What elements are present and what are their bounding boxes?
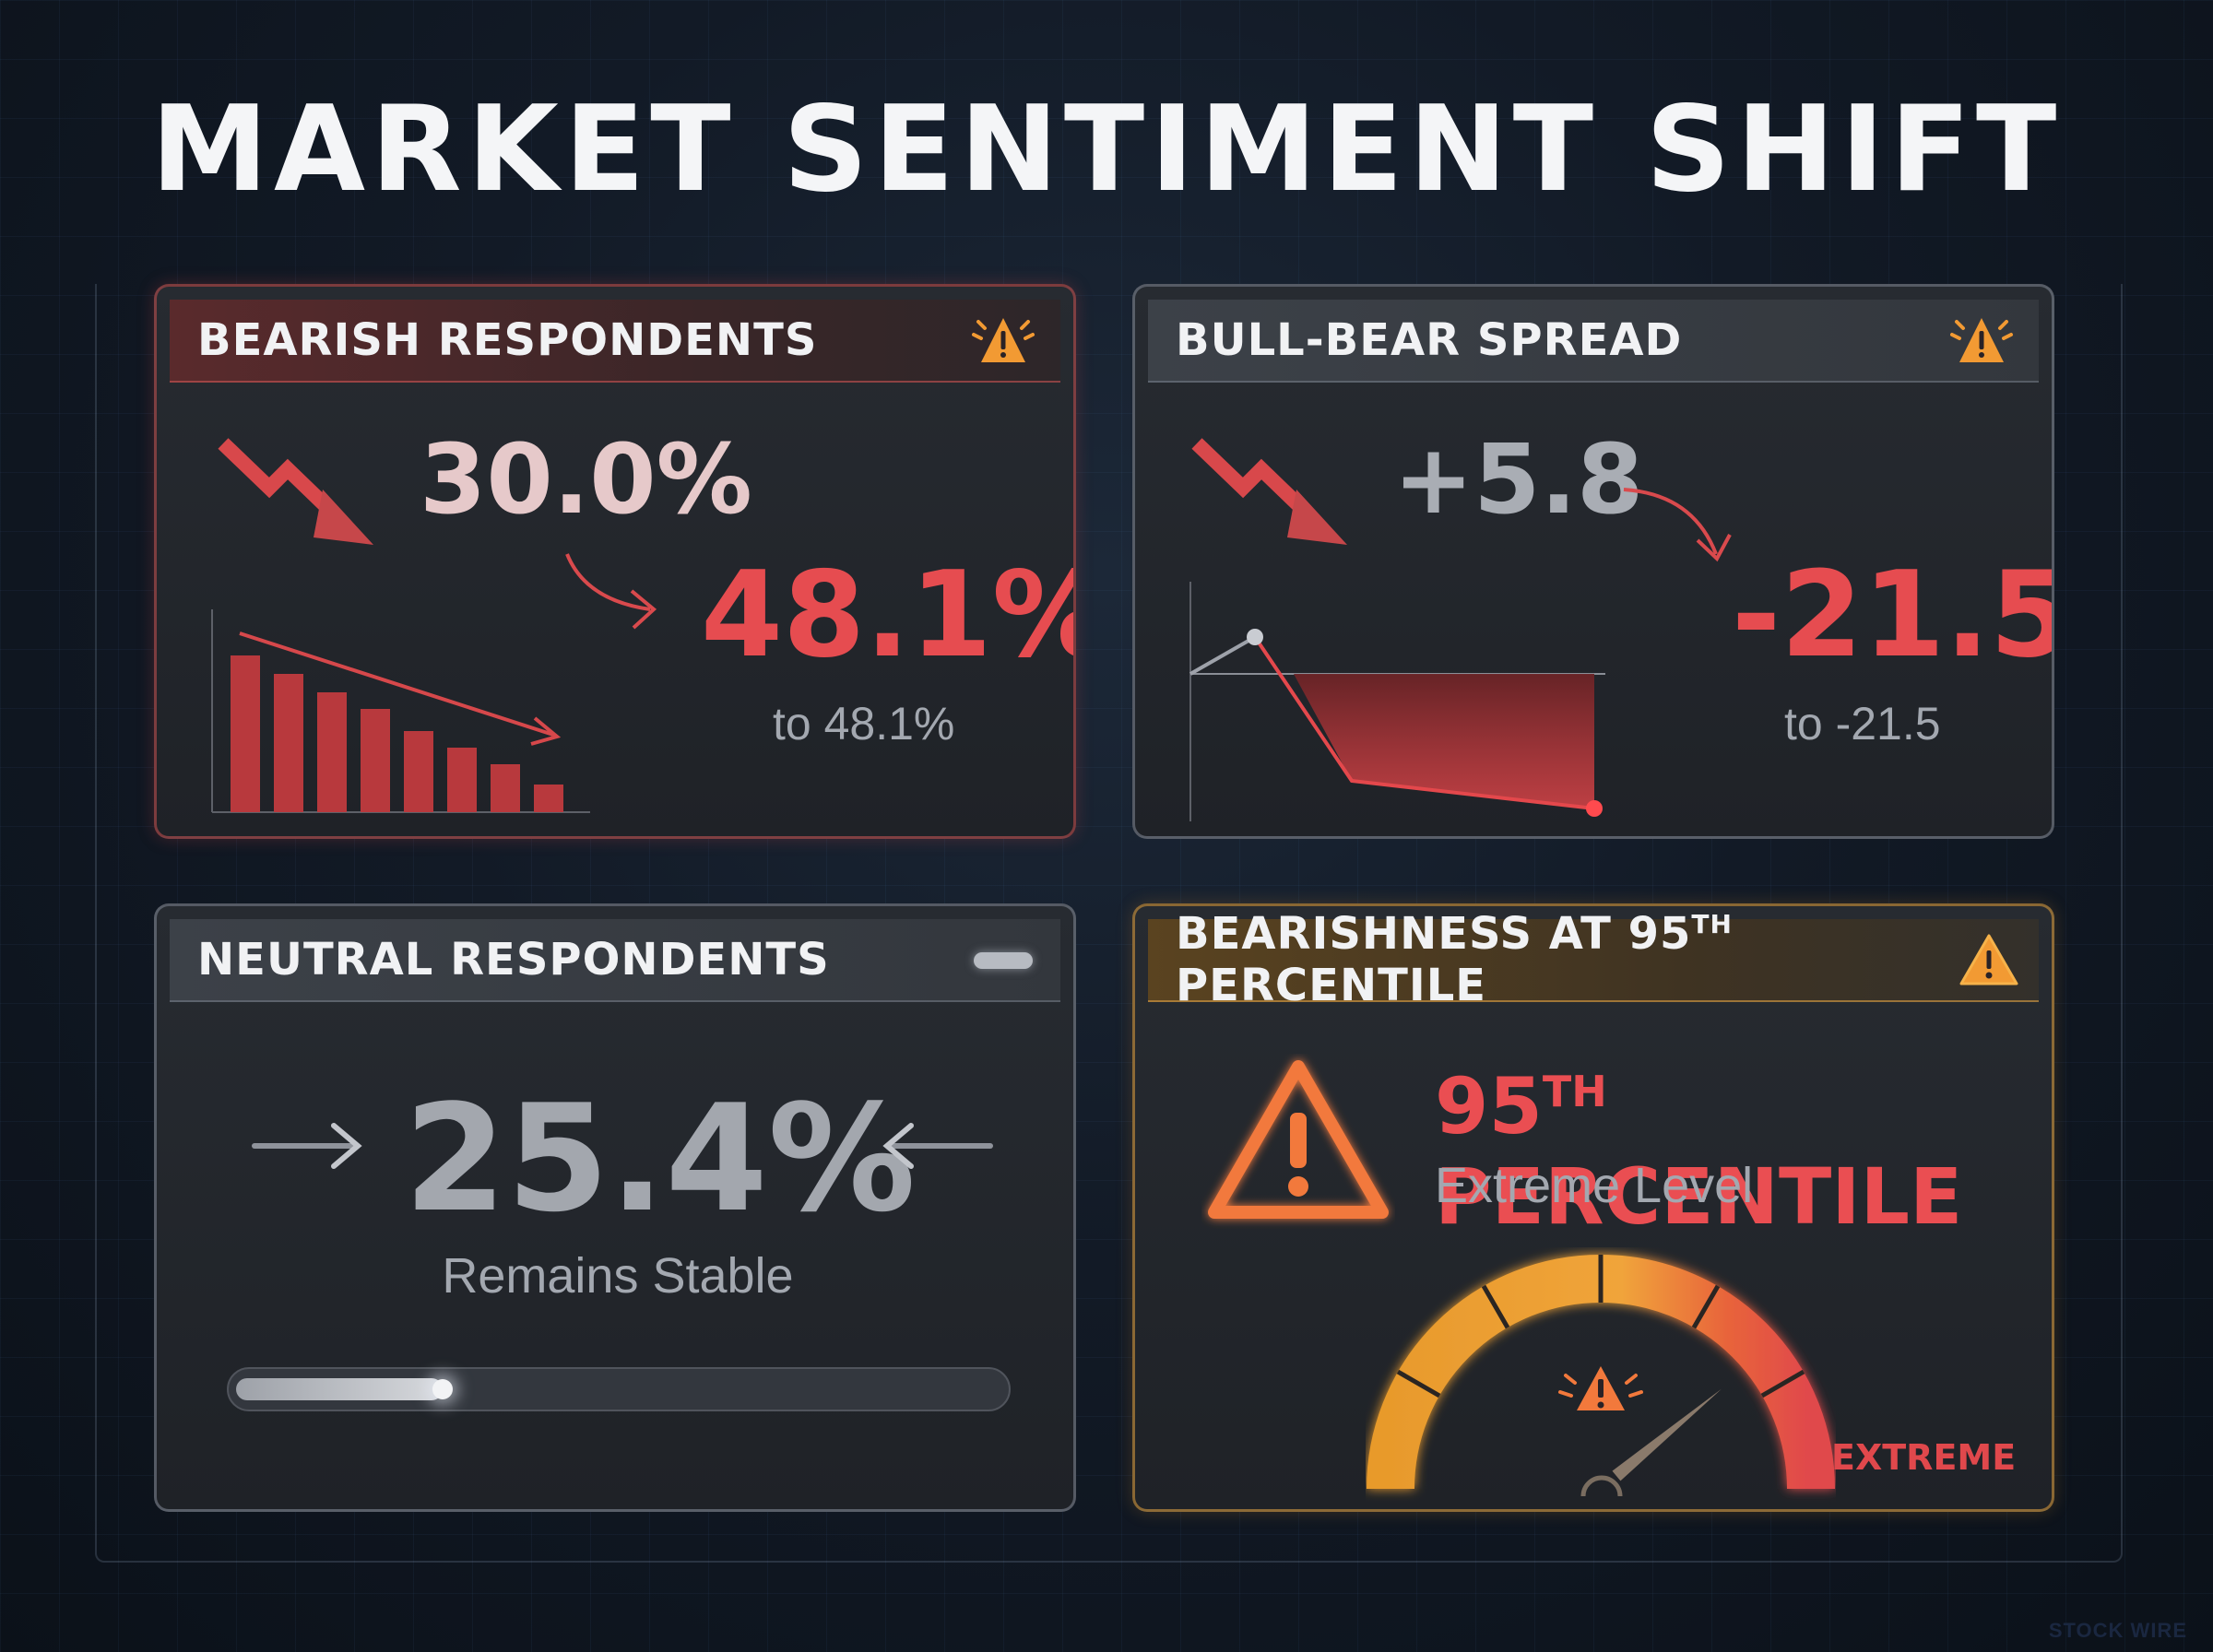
card-header: BEARISH RESPONDENTS xyxy=(170,300,1060,383)
down-trend-arrow-icon xyxy=(1191,438,1347,545)
warning-icon xyxy=(1959,934,2018,985)
gauge-tick xyxy=(1396,1369,1441,1398)
neutral-caption: Remains Stable xyxy=(442,1248,794,1304)
bar xyxy=(231,655,260,812)
percentile-caption: Extreme Level xyxy=(1435,1158,1754,1213)
gauge-tick xyxy=(1691,1284,1721,1329)
large-warning-icon xyxy=(1208,1060,1389,1219)
minus-icon xyxy=(974,952,1033,969)
warning-icon xyxy=(1950,318,2013,362)
stability-slider-fill xyxy=(236,1378,443,1400)
bar xyxy=(361,709,390,812)
spread-from-value: +5.8 xyxy=(1393,423,1644,536)
spread-caption: to -21.5 xyxy=(1784,698,1941,749)
watermark: STOCK WIRE xyxy=(2048,1619,2187,1642)
percentile-headline: 95TH PERCENTILE xyxy=(1435,1061,1963,1242)
bar xyxy=(491,764,520,812)
spread-to-value: -21.5 xyxy=(1732,547,2054,684)
bar xyxy=(317,692,347,812)
stability-slider-track xyxy=(227,1367,1011,1411)
down-trend-arrow-icon xyxy=(218,438,373,545)
card-header: BEARISHNESS AT 95TH PERCENTILE xyxy=(1148,908,2039,1011)
bearish-from-value: 30.0% xyxy=(420,423,752,536)
end-point xyxy=(1586,800,1603,817)
card-header: BULL-BEAR SPREAD xyxy=(1148,300,2039,383)
dashboard-frame xyxy=(95,284,2123,1563)
bearish-respondents-card: BEARISH RESPONDENTS 30.0% 48.1% to 48.1% xyxy=(154,284,1076,839)
stability-slider-knob xyxy=(432,1379,453,1399)
card-title: BEARISHNESS AT 95TH PERCENTILE xyxy=(1176,908,1733,1011)
left-arrow-icon xyxy=(882,1123,993,1169)
bar xyxy=(534,785,563,812)
bearish-to-value: 48.1% xyxy=(701,547,1076,684)
neutral-respondents-card: NEUTRAL RESPONDENTS 25.4% Remains Stable xyxy=(154,903,1076,1512)
right-arrow-icon xyxy=(252,1123,362,1169)
neutral-value: 25.4% xyxy=(404,1072,917,1245)
start-point xyxy=(1247,629,1263,645)
declining-bar-chart xyxy=(211,609,590,813)
bearishness-percentile-card: BEARISHNESS AT 95TH PERCENTILE 95TH PERC… xyxy=(1132,903,2054,1512)
card-title: BEARISH RESPONDENTS xyxy=(197,314,818,366)
card-header: NEUTRAL RESPONDENTS xyxy=(170,919,1060,1002)
card-title: BULL-BEAR SPREAD xyxy=(1176,314,1683,366)
bar xyxy=(447,748,477,812)
bar xyxy=(404,731,433,812)
bar xyxy=(274,674,303,812)
warning-icon xyxy=(972,318,1035,362)
bearish-caption: to 48.1% xyxy=(773,698,955,749)
extreme-gauge xyxy=(1367,1255,1835,1497)
page-title: MARKET SENTIMENT SHIFT xyxy=(150,81,2063,218)
spread-line-chart xyxy=(1189,582,1605,821)
curved-arrow-icon xyxy=(565,553,657,630)
gauge-warning-icon xyxy=(1558,1366,1643,1410)
card-title: NEUTRAL RESPONDENTS xyxy=(197,934,830,985)
gauge-tick xyxy=(1481,1284,1510,1329)
gauge-tick xyxy=(1760,1369,1805,1398)
curved-arrow-icon xyxy=(1623,488,1732,562)
bull-bear-spread-card: BULL-BEAR SPREAD +5.8 -21.5 to -21.5 xyxy=(1132,284,2054,839)
gauge-extreme-label: EXTREME xyxy=(1831,1437,2017,1478)
